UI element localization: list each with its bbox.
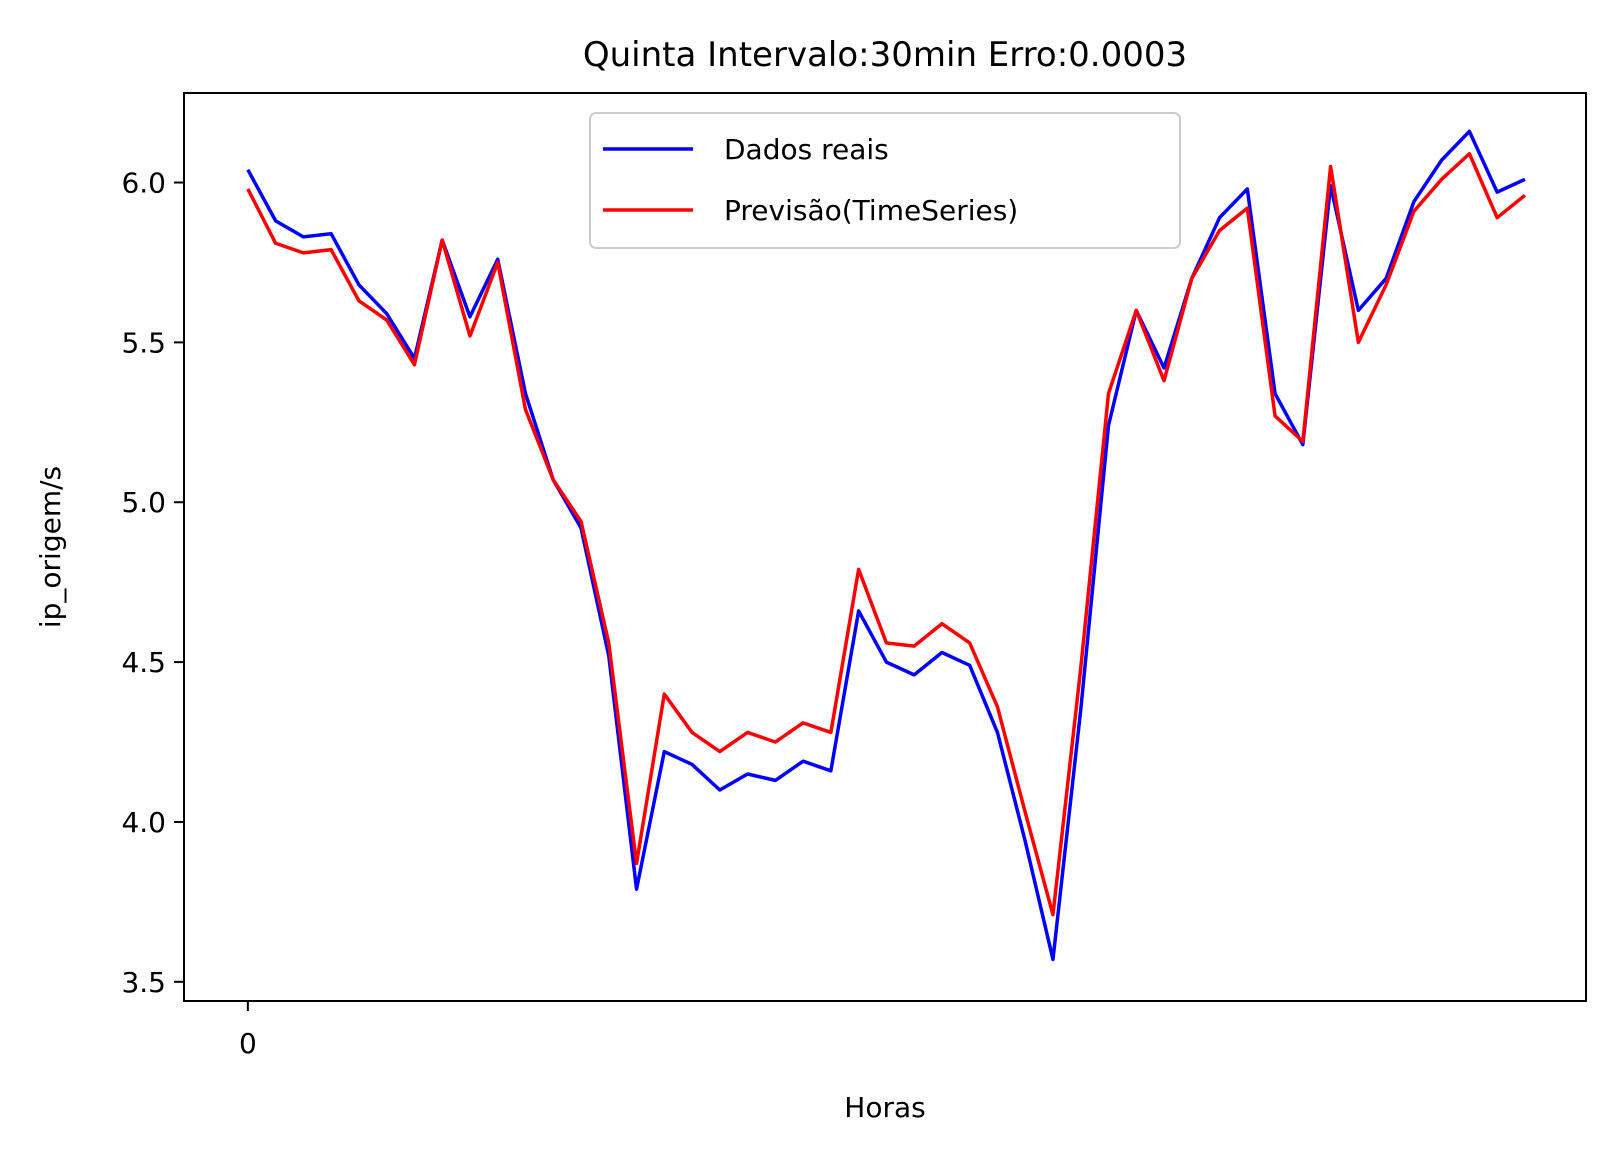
series-layer — [246, 129, 1527, 962]
y-tick-label: 6.0 — [121, 167, 166, 200]
y-tick-label: 5.5 — [121, 326, 166, 359]
y-tick-label: 3.5 — [121, 966, 166, 999]
x-axis-title: Horas — [844, 1091, 925, 1124]
plot-frame — [183, 92, 1587, 1002]
x-tick-label: 0 — [239, 1027, 257, 1060]
series-line-1 — [246, 152, 1527, 917]
y-tick-label: 4.0 — [121, 806, 166, 839]
chart-title: Quinta Intervalo:30min Erro:0.0003 — [583, 35, 1187, 75]
y-tick-label: 4.5 — [121, 646, 166, 679]
y-axis: 3.5 4.0 4.5 5.0 5.5 6.0 — [121, 167, 184, 999]
legend-label-dados-reais: Dados reais — [724, 133, 889, 166]
legend: Dados reais Previsão(TimeSeries) — [589, 112, 1181, 249]
legend-box — [589, 112, 1181, 249]
y-axis-title: ip_origem/s — [34, 466, 67, 628]
y-tick-label: 5.0 — [121, 486, 166, 519]
legend-label-previsao: Previsão(TimeSeries) — [724, 194, 1018, 227]
x-axis: 0 — [239, 1001, 257, 1060]
